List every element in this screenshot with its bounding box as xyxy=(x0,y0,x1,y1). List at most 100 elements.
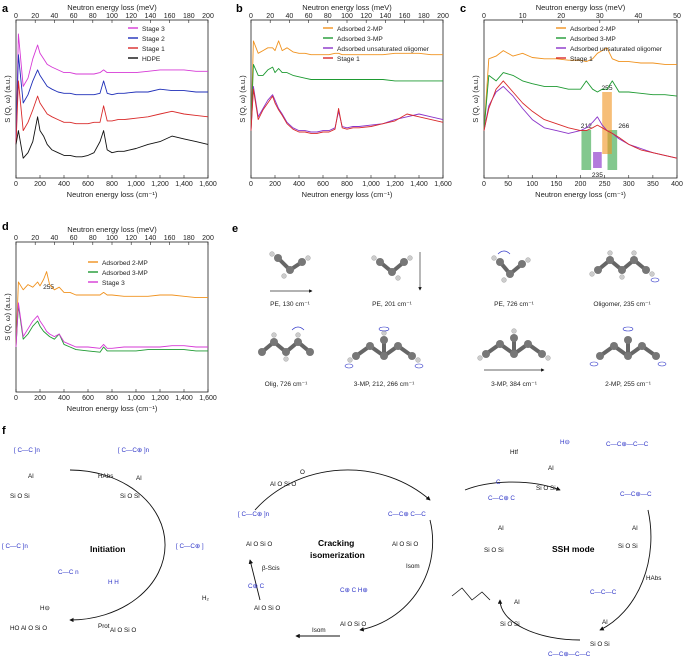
top-tick-label: 180 xyxy=(418,13,430,20)
legend-label: Adsorbed 3-MP xyxy=(570,36,616,43)
bottom-tick-label: 1,200 xyxy=(151,181,169,188)
top-tick-label: 0 xyxy=(14,13,18,20)
top-tick-label: 160 xyxy=(399,13,411,20)
panel-label-c: c xyxy=(460,3,466,15)
top-tick-label: 50 xyxy=(673,13,681,20)
svg-text:O: O xyxy=(300,469,305,476)
series-line xyxy=(483,72,678,131)
legend-label: Adsorbed unsaturated oligomer xyxy=(570,46,663,53)
mode-caption-5: Olig, 726 cm⁻¹ xyxy=(265,381,308,388)
bottom-tick-label: 100 xyxy=(526,181,538,188)
top-tick-label: 200 xyxy=(202,13,214,20)
chart-d: 0 20 40 60 80 100 120 140 160 180 200 0 200 400 600 800… xyxy=(3,225,217,413)
chart-c: 0 10 20 30 40 50 0 50 100 150 200 250 300 350 400 Neutr… xyxy=(471,3,683,199)
legend-label: Adsorbed 2-MP xyxy=(570,26,616,33)
series-line xyxy=(15,304,208,353)
top-axis-title: Neutron energy loss (meV) xyxy=(67,3,157,12)
legend-label: Adsorbed 2-MP xyxy=(337,26,383,33)
bottom-tick-label: 1,600 xyxy=(434,181,452,188)
top-tick-label: 80 xyxy=(89,235,97,242)
mode-caption-4: Oligomer, 235 cm⁻¹ xyxy=(593,301,651,308)
series-line xyxy=(250,85,444,133)
svg-text:[ C—C ]n: [ C—C ]n xyxy=(2,543,28,550)
cycle-title-cracking: Cracking xyxy=(318,538,354,548)
bottom-tick-label: 400 xyxy=(58,395,70,402)
top-axis-title: Neutron energy loss (meV) xyxy=(67,225,157,234)
legend-label: Adsorbed unsaturated oligomer xyxy=(337,46,430,53)
step-habs-1: HAbs xyxy=(98,473,113,480)
plot-frame xyxy=(15,19,209,179)
top-tick-label: 20 xyxy=(31,235,39,242)
panel-label-e: e xyxy=(232,223,238,235)
svg-text:C—C⊕ C—C: C—C⊕ C—C xyxy=(388,511,426,518)
top-tick-label: 40 xyxy=(51,235,59,242)
step-prot: Prot xyxy=(98,623,110,630)
bottom-axis-title: Neutron energy loss (cm⁻¹) xyxy=(535,190,626,199)
svg-text:H⊖: H⊖ xyxy=(40,605,50,612)
legend-label: Stage 3 xyxy=(142,26,165,33)
top-tick-label: 60 xyxy=(70,235,78,242)
bottom-tick-label: 50 xyxy=(504,181,512,188)
bottom-tick-label: 0 xyxy=(14,181,18,188)
bottom-tick-label: 400 xyxy=(58,181,70,188)
series-line xyxy=(15,33,208,145)
annotation-235: 235 xyxy=(592,172,603,179)
svg-text:Al O Si O: Al O Si O xyxy=(340,621,366,628)
svg-text:Si O Si: Si O Si xyxy=(484,547,504,554)
top-tick-label: 180 xyxy=(183,235,195,242)
bottom-tick-label: 0 xyxy=(482,181,486,188)
y-axis-title: S (Q, ω) (a.u.) xyxy=(238,75,247,123)
bottom-tick-label: 0 xyxy=(14,395,18,402)
top-tick-label: 40 xyxy=(635,13,643,20)
legend-label: Adsorbed 3-MP xyxy=(337,36,383,43)
svg-text:Al: Al xyxy=(632,525,638,532)
top-tick-label: 120 xyxy=(360,13,372,20)
svg-text:C—C⊕—C: C—C⊕—C xyxy=(620,491,652,498)
top-axis-title: Neutron energy loss (meV) xyxy=(302,3,392,12)
top-tick-label: 140 xyxy=(380,13,392,20)
y-axis-title: S (Q, ω) (a.u.) xyxy=(471,75,480,123)
panel-f-mechanism: [ C—C ]n Al Si O Si [ C—C⊕ ]n Al Si O Si [… xyxy=(2,439,661,658)
mode-caption-1: PE, 130 cm⁻¹ xyxy=(270,301,311,308)
legend-label: Stage 1 xyxy=(142,46,165,53)
series-line xyxy=(15,54,208,145)
top-tick-label: 20 xyxy=(31,13,39,20)
top-tick-label: 20 xyxy=(266,13,274,20)
svg-text:Si O Si: Si O Si xyxy=(120,493,140,500)
svg-text:C—C⊕—C—C: C—C⊕—C—C xyxy=(548,651,591,658)
legend-label: HDPE xyxy=(142,56,161,63)
svg-text:Si O Si: Si O Si xyxy=(10,493,30,500)
svg-text:Si O Si: Si O Si xyxy=(500,621,520,628)
top-tick-label: 60 xyxy=(305,13,313,20)
bottom-tick-label: 800 xyxy=(106,395,118,402)
svg-text:Al: Al xyxy=(548,465,554,472)
svg-text:Al: Al xyxy=(136,475,142,482)
annotation-255: 255 xyxy=(43,284,54,291)
band-235 xyxy=(593,152,602,168)
step-isom-2: Isom xyxy=(406,563,420,570)
bottom-tick-label: 600 xyxy=(317,181,329,188)
molecule-model xyxy=(371,252,422,291)
top-tick-label: 60 xyxy=(70,13,78,20)
cycle-title-initiation: Initiation xyxy=(90,544,125,554)
bottom-tick-label: 200 xyxy=(575,181,587,188)
top-tick-label: 0 xyxy=(249,13,253,20)
legend-label: Stage 2 xyxy=(142,36,165,43)
svg-text:Al: Al xyxy=(28,473,34,480)
top-tick-label: 100 xyxy=(106,235,118,242)
cycle-title-ssh: SSH mode xyxy=(552,544,595,554)
top-tick-label: 20 xyxy=(557,13,565,20)
molecule-model xyxy=(269,251,313,293)
chart-b: 0 20 40 60 80 100 120 140 160 180 200 0 200 400 600 800… xyxy=(238,3,452,199)
bottom-tick-label: 600 xyxy=(82,181,94,188)
svg-text:Al: Al xyxy=(602,619,608,626)
series-line xyxy=(250,40,443,131)
initiation-cycle: [ C—C ]n Al Si O Si [ C—C⊕ ]n Al Si O Si [… xyxy=(2,447,210,634)
y-axis-title: S (Q, ω) (a.u.) xyxy=(3,75,12,123)
svg-text:[ C—C⊕ ]: [ C—C⊕ ] xyxy=(176,543,204,550)
bottom-tick-label: 1,000 xyxy=(127,181,145,188)
svg-text:Al O Si O: Al O Si O xyxy=(392,541,418,548)
top-tick-label: 10 xyxy=(519,13,527,20)
legend-label: Stage 3 xyxy=(102,280,125,287)
